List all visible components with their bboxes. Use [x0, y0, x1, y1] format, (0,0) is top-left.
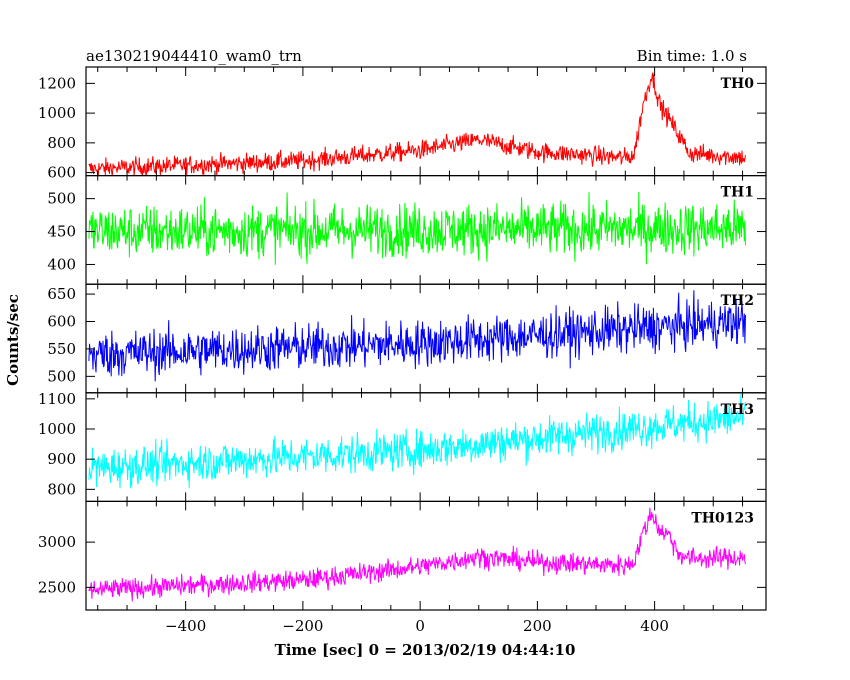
y-tick-label: 600	[47, 164, 76, 182]
y-tick-label: 800	[47, 134, 76, 152]
series-line-th3	[88, 392, 746, 489]
y-tick-label: 1000	[38, 420, 76, 438]
panel-label-th0123: TH0123	[691, 510, 754, 526]
panel-label-th1: TH1	[721, 185, 754, 201]
y-tick-label: 1200	[38, 74, 76, 92]
y-tick-label: 900	[47, 450, 76, 468]
chart-title-right: Bin time: 1.0 s	[637, 47, 747, 65]
series-line-th0123	[88, 507, 746, 602]
panel-th1: TH1 400 450 500	[47, 175, 767, 285]
y-tick-label: 1000	[38, 104, 76, 122]
x-tick-label: 400	[640, 617, 669, 635]
series-line-th0	[88, 72, 746, 177]
panel-frame	[85, 66, 767, 177]
x-tick-label: 200	[523, 617, 552, 635]
y-tick-label: 3000	[38, 533, 76, 551]
panel-label-th3: TH3	[721, 402, 754, 418]
y-tick-label: 650	[47, 285, 76, 303]
y-axis-label: Counts/sec	[4, 294, 22, 386]
chart-title-left: ae130219044410_wam0_trn	[86, 47, 302, 65]
y-tick-label: 2500	[38, 578, 76, 596]
panel-th0123: TH0123 2500 3000	[38, 500, 767, 611]
panel-frame	[85, 500, 767, 611]
panel-label-th2: TH2	[721, 293, 754, 309]
panel-th2: TH2 500 550 600 650	[47, 283, 767, 394]
y-tick-label: 600	[47, 312, 76, 330]
y-tick-label: 800	[47, 480, 76, 498]
y-tick-label: 500	[47, 190, 76, 208]
panel-th0: TH0 600 800 1000 1200	[38, 66, 767, 182]
x-tick-label: 0	[415, 617, 425, 635]
y-tick-label: 550	[47, 340, 76, 358]
series-line-th2	[88, 290, 746, 382]
series-line-th1	[88, 191, 746, 265]
x-tick-label: −200	[282, 617, 323, 635]
panel-label-th0: TH0	[721, 76, 755, 92]
y-tick-label: 450	[47, 223, 76, 241]
x-axis-label: Time [sec] 0 = 2013/02/19 04:44:10	[275, 641, 576, 659]
y-tick-label: 1100	[38, 390, 76, 408]
y-tick-label: 500	[47, 367, 76, 385]
panel-th3: TH3 800 900 1000 1100	[38, 390, 767, 502]
x-tick-label: −400	[165, 617, 206, 635]
y-tick-label: 400	[47, 255, 76, 273]
